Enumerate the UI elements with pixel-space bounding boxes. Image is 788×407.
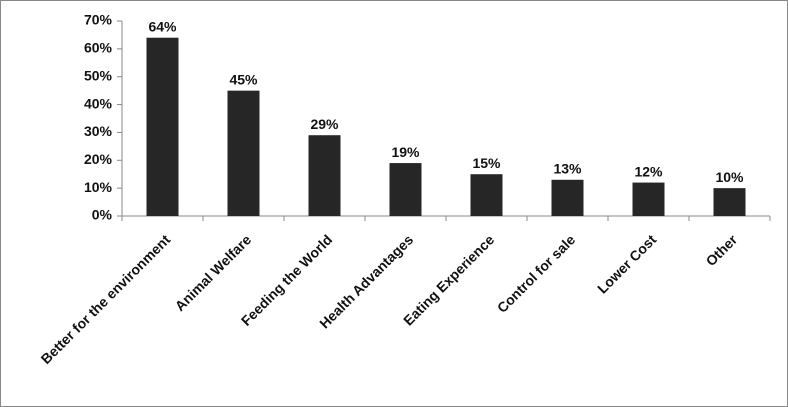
value-label: 15% xyxy=(472,155,501,171)
y-tick-label: 10% xyxy=(84,179,113,195)
value-label: 19% xyxy=(391,144,420,160)
value-label: 10% xyxy=(715,169,744,185)
bar xyxy=(227,90,260,216)
x-tick-label: Animal Welfare xyxy=(172,231,255,314)
value-label: 29% xyxy=(310,116,339,132)
y-tick-label: 70% xyxy=(84,12,113,28)
y-tick-label: 20% xyxy=(84,151,113,167)
bar xyxy=(632,182,665,216)
y-tick-label: 50% xyxy=(84,67,113,83)
x-tick-label: Feeding the World xyxy=(238,231,335,328)
bar xyxy=(389,163,422,216)
bar xyxy=(470,174,503,216)
y-tick-label: 40% xyxy=(84,95,113,111)
value-label: 12% xyxy=(634,163,663,179)
value-label: 45% xyxy=(229,71,258,87)
y-tick-label: 30% xyxy=(84,123,113,139)
value-label: 13% xyxy=(553,160,582,176)
bar xyxy=(713,188,746,216)
bar xyxy=(551,179,584,216)
bar xyxy=(308,135,341,216)
bar xyxy=(146,37,179,216)
x-tick-label: Control for sale xyxy=(494,231,579,316)
y-tick-label: 0% xyxy=(92,207,113,223)
x-tick-label: Lower Cost xyxy=(594,231,659,296)
value-label: 64% xyxy=(148,18,177,34)
x-tick-label: Other xyxy=(703,231,741,269)
x-tick-label: Eating Experience xyxy=(400,231,497,328)
x-tick-label: Better for the environment xyxy=(38,231,174,367)
y-tick-label: 60% xyxy=(84,40,113,56)
